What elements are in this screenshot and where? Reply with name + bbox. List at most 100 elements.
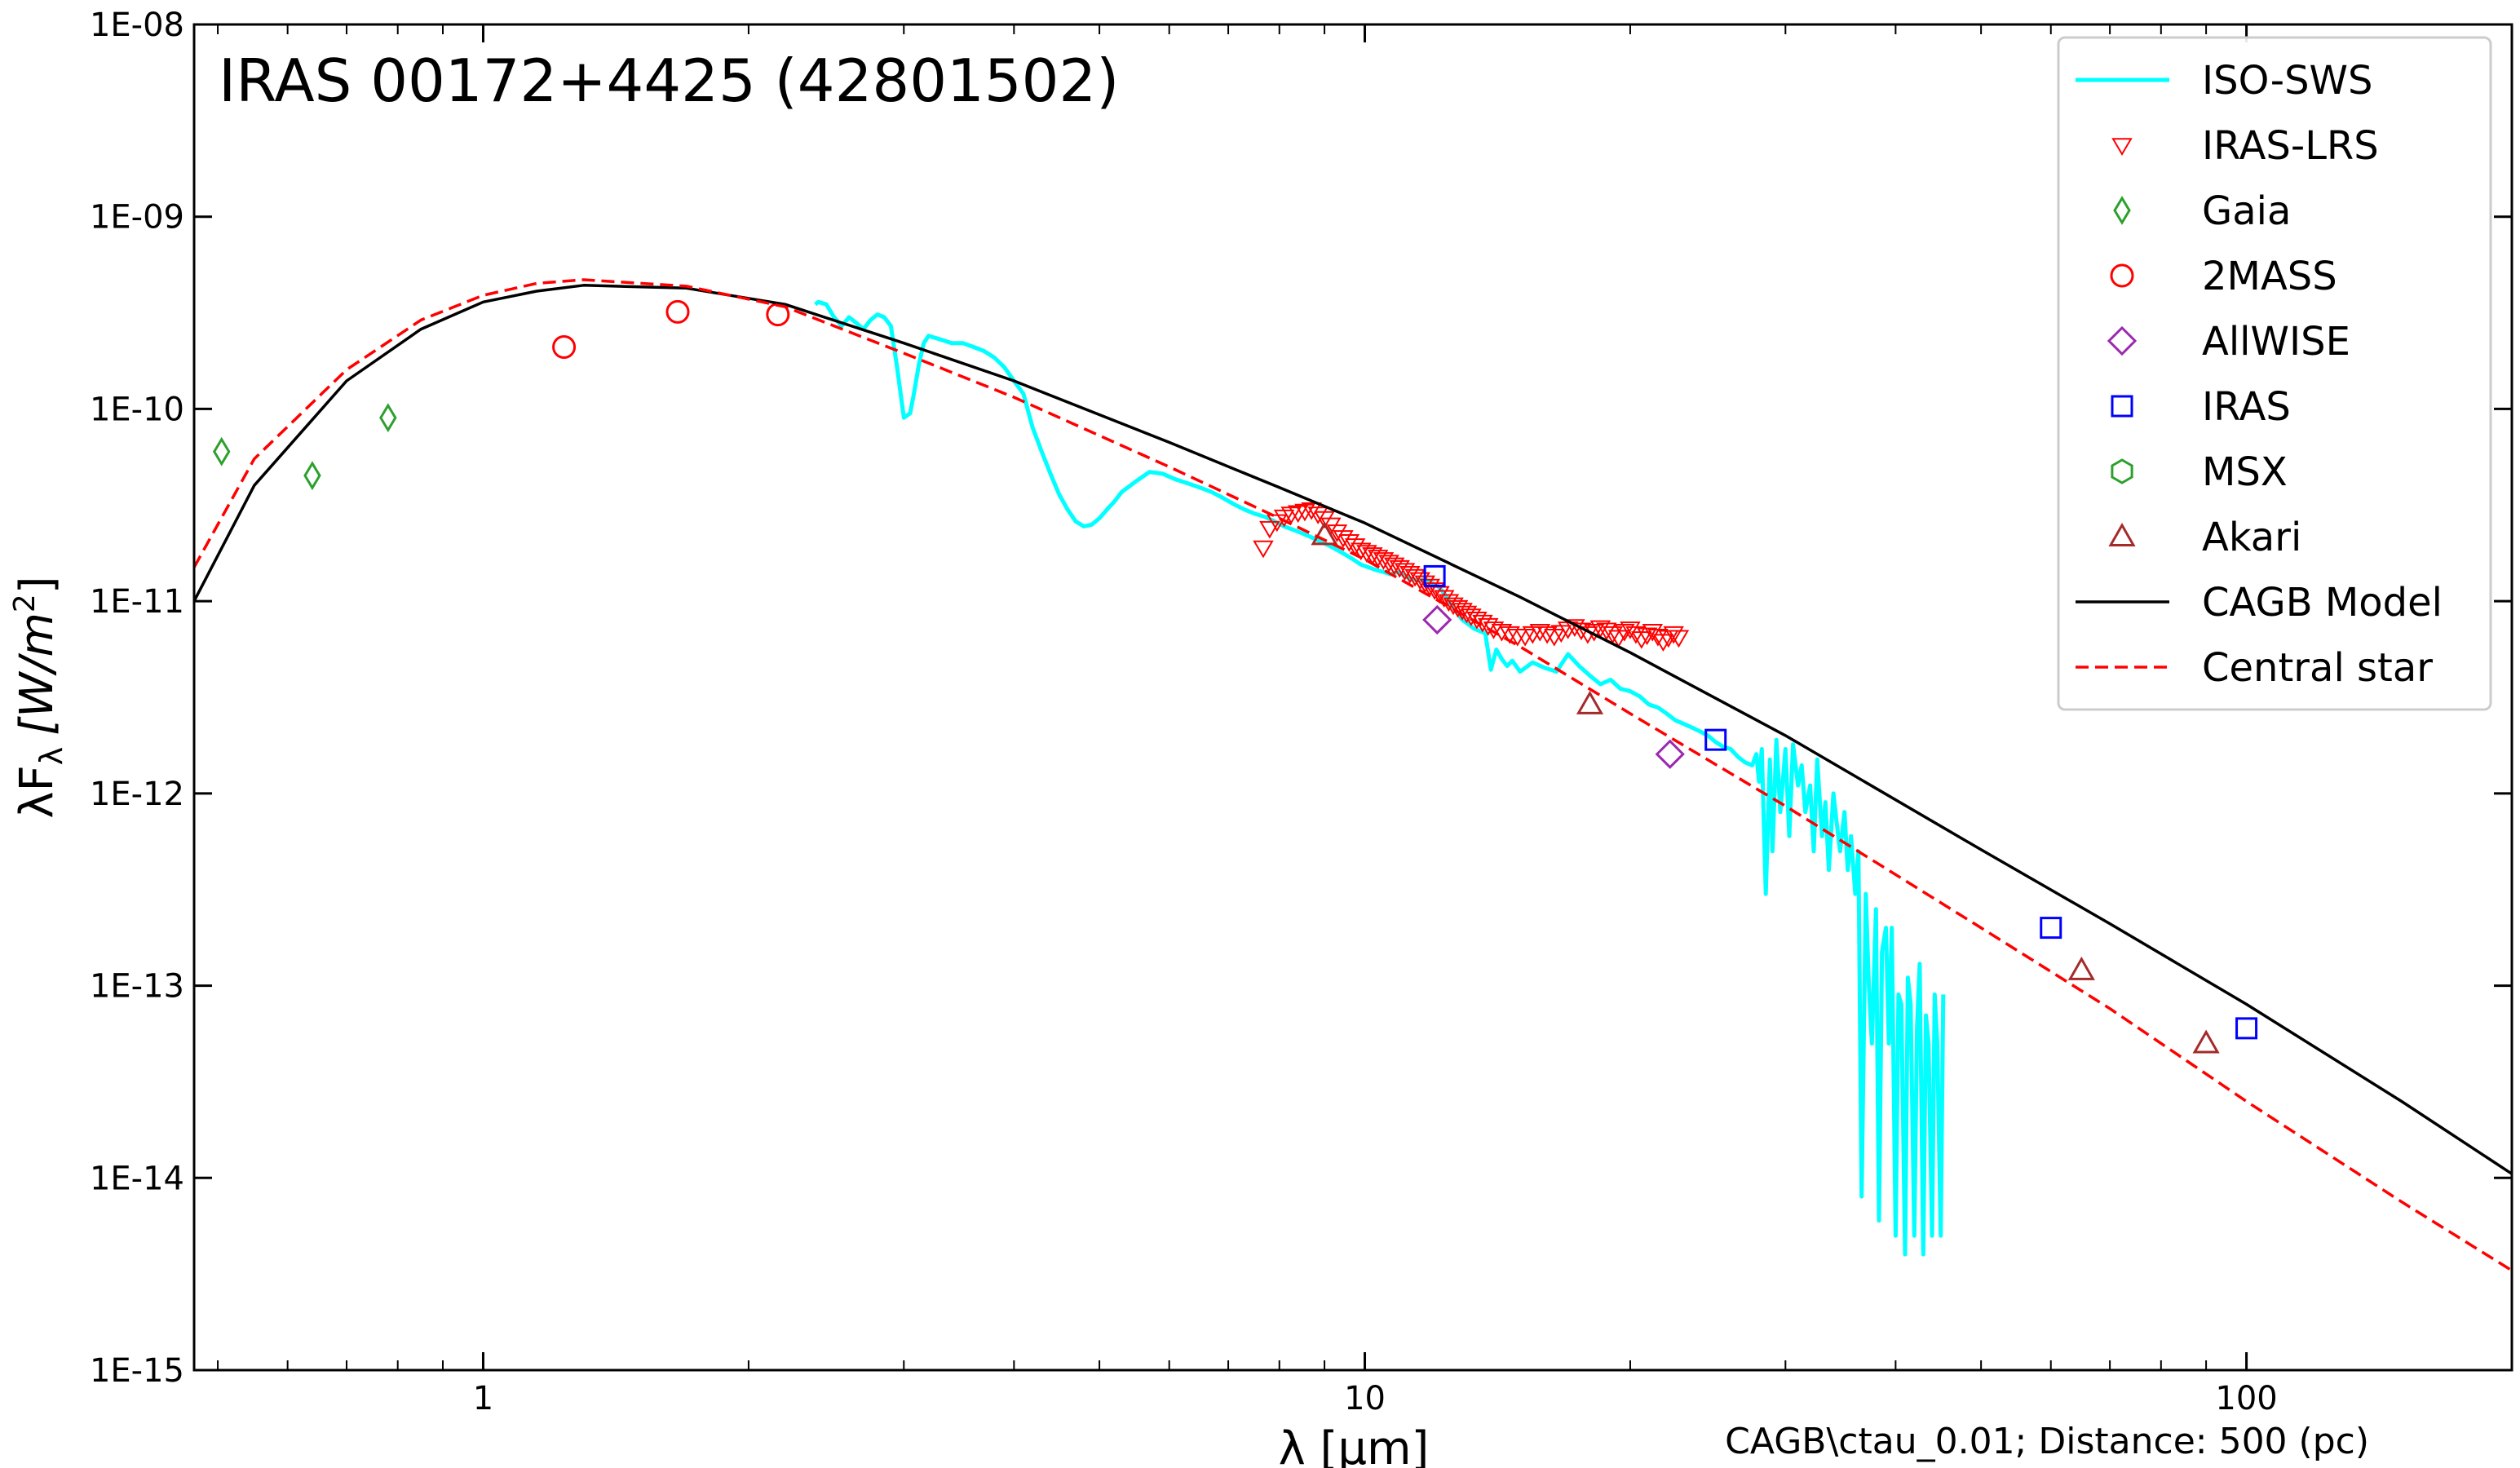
legend-entry-cagb-model: CAGB Model	[2076, 580, 2443, 626]
legend-frame	[2057, 36, 2492, 711]
data-point-iras	[2235, 1017, 2258, 1040]
data-point-2mass	[552, 334, 577, 359]
data-point-iras-lrs	[1287, 505, 1309, 524]
data-point-iras-lrs	[1259, 520, 1280, 539]
legend-entry-central-star: Central star	[2076, 645, 2433, 691]
data-point-iras-lrs	[1642, 623, 1664, 642]
y-tick-label: 1E-10	[90, 391, 184, 428]
data-point-iras-lrs	[1620, 621, 1641, 639]
y-axis-label-close: ]	[11, 576, 64, 594]
legend-entry-iras-lrs: IRAS-LRS	[2111, 123, 2379, 169]
legend: ISO-SWS IRAS-LRS Gaia 2MASS AllWISE IRAS MSX Ak…	[2057, 36, 2492, 711]
y-axis-label-main: λF	[11, 765, 64, 818]
legend-entry-gaia: Gaia	[2113, 188, 2291, 234]
data-point-iras-lrs	[1338, 533, 1360, 552]
series-iras-lrs	[1253, 502, 1690, 652]
data-point-akari	[1311, 521, 1338, 546]
data-point-iras-lrs	[1614, 623, 1635, 642]
data-point-iras-lrs	[1631, 631, 1652, 649]
y-tick-label: 1E-09	[90, 199, 184, 237]
data-point-iras	[1704, 728, 1727, 751]
y-axis-label-unit: [W/m	[11, 612, 64, 736]
data-point-iras-lrs	[1314, 511, 1335, 529]
series-allwise	[1422, 604, 1685, 769]
data-point-gaia	[379, 403, 397, 433]
y-tick-label: 1E-11	[90, 583, 184, 621]
data-point-iras	[1423, 564, 1446, 587]
data-point-iras-lrs	[1602, 626, 1624, 644]
legend-entry-iso-sws: ISO-SWS	[2076, 58, 2372, 104]
y-axis-label: λFλ [W/m2]	[8, 576, 69, 818]
data-point-gaia	[303, 461, 321, 491]
data-point-iras-lrs	[1529, 623, 1551, 642]
series-cagb-model	[194, 284, 2512, 1175]
y-tick-label: 1E-08	[90, 7, 184, 44]
data-point-iras-lrs	[1404, 568, 1426, 587]
legend-entry-2mass: 2MASS	[2110, 254, 2337, 299]
data-point-iras-lrs	[1326, 524, 1348, 542]
data-point-iras-lrs	[1499, 626, 1520, 644]
legend-entry-allwise: AllWISE	[2107, 319, 2350, 365]
legend-label: IRAS-LRS	[2202, 123, 2379, 169]
data-point-iras-lrs	[1447, 599, 1469, 618]
data-point-2mass	[665, 299, 690, 324]
legend-label: ISO-SWS	[2202, 58, 2372, 104]
data-point-iras-lrs	[1344, 538, 1366, 556]
series-gaia	[212, 403, 397, 491]
data-point-iras-lrs	[1307, 506, 1329, 524]
y-tick-label: 1E-13	[90, 968, 184, 1006]
data-point-iras-lrs	[1663, 626, 1684, 644]
series-central-star	[194, 278, 2512, 1272]
data-point-iras-lrs	[1253, 540, 1274, 559]
legend-swatch	[2108, 522, 2136, 546]
data-point-iras	[2040, 917, 2062, 940]
series-line-cagb-model	[194, 284, 2512, 1175]
x-tick-label: 10	[1344, 1380, 1386, 1417]
y-axis-label-subscript: λ	[33, 747, 69, 766]
chart-title: IRAS 00172+4425 (42801502)	[219, 46, 1119, 115]
data-point-iras-lrs	[1625, 626, 1647, 644]
legend-entries: ISO-SWS IRAS-LRS Gaia 2MASS AllWISE IRAS MSX Ak…	[2076, 58, 2443, 691]
legend-swatch	[2111, 458, 2133, 484]
data-point-iras-lrs	[1399, 565, 1421, 584]
x-tick-label: 100	[2215, 1380, 2277, 1417]
legend-label: Gaia	[2202, 188, 2291, 234]
legend-entry-msx: MSX	[2111, 449, 2288, 495]
data-point-akari	[2192, 1029, 2220, 1054]
y-tick-label: 1E-12	[90, 776, 184, 813]
data-point-iras-lrs	[1301, 502, 1322, 520]
data-point-iras-lrs	[1367, 550, 1389, 568]
data-point-iras-lrs	[1461, 608, 1482, 626]
y-tick-label: 1E-14	[90, 1160, 184, 1197]
legend-label: 2MASS	[2202, 254, 2337, 299]
data-point-allwise	[1655, 739, 1685, 769]
y-axis-label-superscript: 2	[8, 594, 42, 612]
series-line-central-star	[194, 278, 2512, 1272]
legend-label: MSX	[2202, 449, 2288, 495]
series-iso-sws	[814, 299, 1946, 1257]
data-point-iras-lrs	[1668, 630, 1690, 648]
legend-swatch	[2111, 395, 2133, 418]
data-point-iras-lrs	[1536, 626, 1558, 644]
data-point-iras-lrs	[1294, 503, 1315, 522]
legend-swatch	[2107, 325, 2138, 356]
data-point-iras-lrs	[1394, 563, 1416, 581]
data-point-iras-lrs	[1280, 506, 1302, 524]
data-point-iras-lrs	[1389, 559, 1410, 578]
axes-layer: 1 10 100 1E-15 1E-14 1E-13 1E-12 1E-11 1E-10 1E-0…	[90, 7, 2513, 1417]
series-akari	[1311, 521, 2220, 1054]
model-annotation: CAGB\ctau_0.01; Distance: 500 (pc)	[1725, 1421, 2369, 1462]
y-tick-label: 1E-15	[90, 1352, 184, 1390]
x-axis-label: λ [μm]	[1279, 1422, 1430, 1468]
legend-label: IRAS	[2202, 384, 2291, 430]
series-iras	[1423, 564, 2258, 1040]
data-point-iras-lrs	[1477, 617, 1499, 636]
legend-entry-iras: IRAS	[2111, 384, 2291, 430]
legend-swatch	[2113, 196, 2131, 225]
legend-label: AllWISE	[2202, 319, 2350, 365]
legend-label: Akari	[2202, 515, 2301, 560]
data-layer	[194, 278, 2512, 1272]
data-point-gaia	[212, 436, 231, 466]
data-point-akari	[1576, 690, 1604, 714]
data-point-iras-lrs	[1373, 552, 1395, 570]
